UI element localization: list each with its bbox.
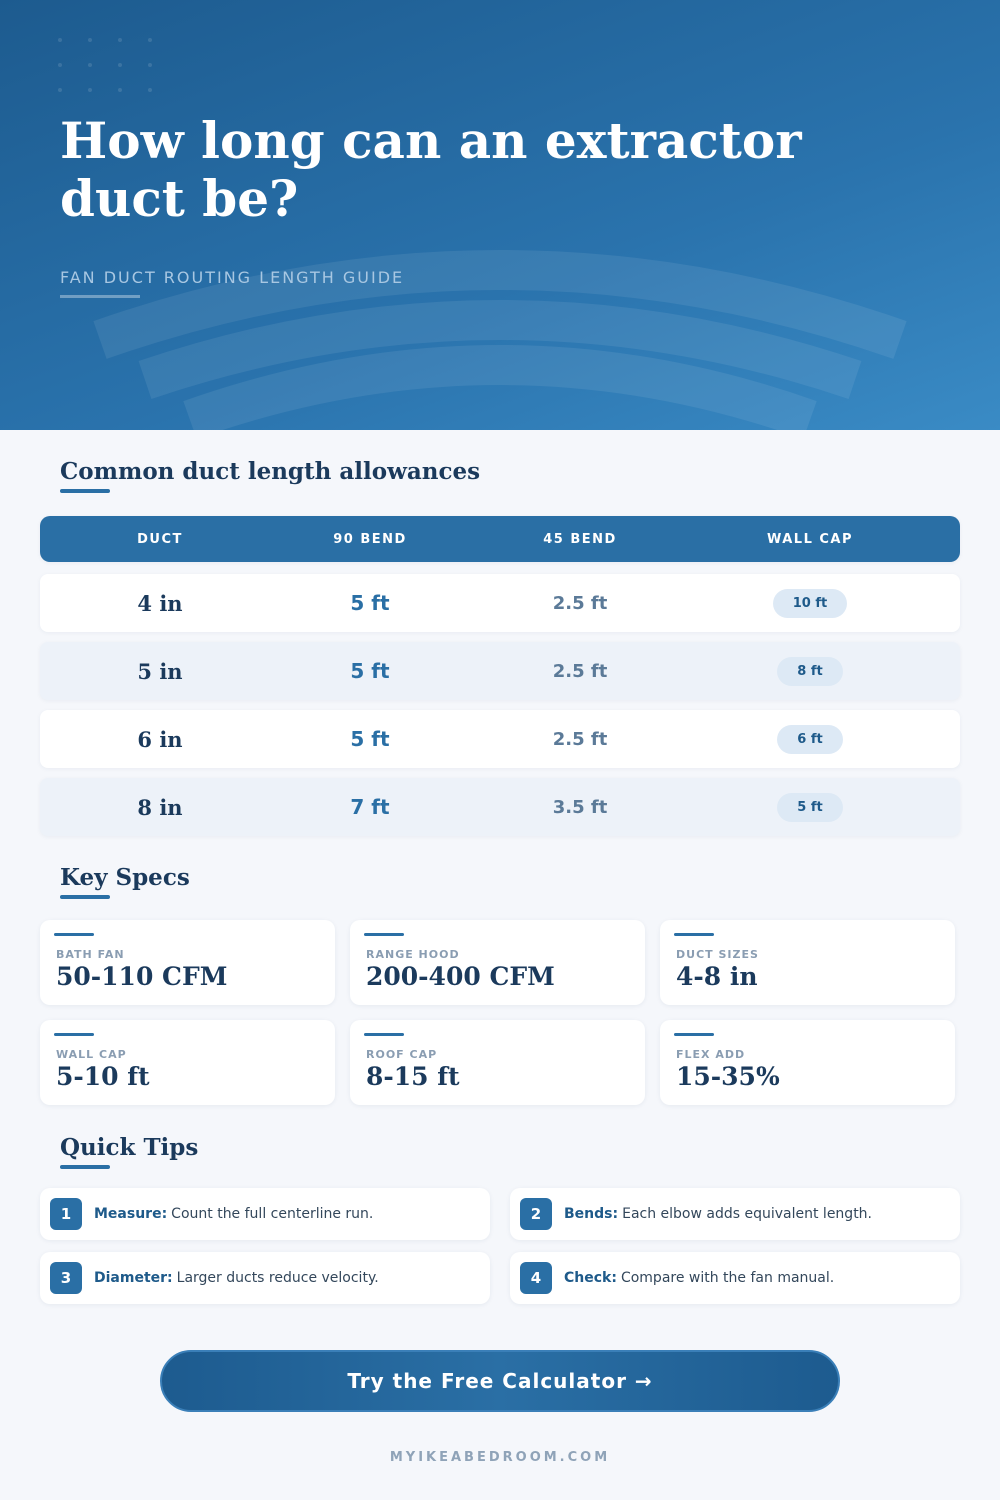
table-cell: 5 in (137, 658, 183, 684)
accent-bar (364, 933, 404, 936)
section-title: Key Specs (60, 864, 190, 891)
cta-button[interactable]: Try the Free Calculator → (160, 1350, 840, 1412)
subtitle: FAN DUCT ROUTING LENGTH GUIDE (60, 268, 405, 287)
table-cell: 5 ft (700, 792, 920, 822)
underline (60, 489, 110, 493)
spec-label: WALL CAP (56, 1048, 127, 1061)
spec-card: WALL CAP 5-10 ft (40, 1020, 335, 1105)
column-header: DUCT (137, 531, 183, 547)
spec-card: DUCT SIZES 4-8 in (660, 920, 955, 1005)
table-cell: 7 ft (350, 795, 390, 819)
tip-card: 3 Diameter: Larger ducts reduce velocity. (40, 1252, 490, 1304)
table-row: 4 in 5 ft 2.5 ft 10 ft (40, 574, 960, 632)
accent-bar (674, 1033, 714, 1036)
spec-value: 50-110 CFM (56, 962, 228, 991)
spec-label: RANGE HOOD (366, 948, 460, 961)
table-cell: 3.5 ft (552, 796, 608, 818)
spec-value: 15-35% (676, 1062, 780, 1091)
table-cell: 6 ft (700, 724, 920, 754)
table-cell: 2.5 ft (552, 728, 608, 750)
tip-number: 4 (520, 1262, 552, 1294)
spec-value: 4-8 in (676, 962, 758, 991)
column-header: 90 BEND (333, 531, 407, 547)
spec-value: 8-15 ft (366, 1062, 460, 1091)
column-header: WALL CAP (766, 531, 854, 547)
accent-bar (54, 933, 94, 936)
table-cell: 6 in (137, 726, 183, 752)
table-cell: 8 in (137, 794, 183, 820)
spec-label: FLEX ADD (676, 1048, 746, 1061)
tip-label: Diameter: (94, 1270, 173, 1286)
spec-card: BATH FAN 50-110 CFM (40, 920, 335, 1005)
tip-label: Bends: (564, 1206, 619, 1222)
tip-label: Check: (564, 1270, 617, 1286)
spec-label: ROOF CAP (366, 1048, 438, 1061)
spec-label: DUCT SIZES (676, 948, 759, 961)
column-header: 45 BEND (543, 531, 617, 547)
tip-card: 2 Bends: Each elbow adds equivalent length… (510, 1188, 960, 1240)
table-cell: 10 ft (700, 588, 920, 618)
table-header: DUCT 90 BEND 45 BEND WALL CAP (40, 516, 960, 562)
tip-text: Compare with the fan manual. (620, 1270, 835, 1286)
value-pill: 6 ft (777, 724, 843, 754)
tip-text: Larger ducts reduce velocity. (176, 1270, 379, 1286)
table-cell: 5 ft (350, 591, 390, 615)
spec-card: RANGE HOOD 200-400 CFM (350, 920, 645, 1005)
hero: How long can an extractor duct be? FAN D… (0, 0, 1000, 430)
table-cell: 8 ft (700, 656, 920, 686)
table-row: 5 in 5 ft 2.5 ft 8 ft (40, 642, 960, 700)
footer: MYIKEABEDROOM.COM (389, 1450, 611, 1465)
spec-value: 200-400 CFM (366, 962, 555, 991)
underline (60, 295, 140, 298)
section-title: Quick Tips (60, 1134, 199, 1161)
hero-decoration (58, 38, 907, 430)
underline (60, 1165, 110, 1169)
title: How long can an extractor duct be? (60, 111, 802, 228)
table-cell: 2.5 ft (552, 592, 608, 614)
spec-label: BATH FAN (56, 948, 125, 961)
tip-label: Measure: (94, 1206, 168, 1222)
spec-card: ROOF CAP 8-15 ft (350, 1020, 645, 1105)
accent-bar (674, 933, 714, 936)
spec-value: 5-10 ft (56, 1062, 150, 1091)
tip-card: 1 Measure: Count the full centerline run. (40, 1188, 490, 1240)
accent-bar (364, 1033, 404, 1036)
table-cell: 2.5 ft (552, 660, 608, 682)
table-row: 6 in 5 ft 2.5 ft 6 ft (40, 710, 960, 768)
value-pill: 8 ft (777, 656, 843, 686)
spec-card: FLEX ADD 15-35% (660, 1020, 955, 1105)
tip-number: 3 (50, 1262, 82, 1294)
table-cell: 5 ft (350, 659, 390, 683)
tip-number: 2 (520, 1198, 552, 1230)
underline (60, 895, 110, 899)
tip-card: 4 Check: Compare with the fan manual. (510, 1252, 960, 1304)
accent-bar (54, 1033, 94, 1036)
value-pill: 5 ft (777, 792, 843, 822)
section-title: Common duct length allowances (60, 458, 481, 485)
value-pill: 10 ft (772, 588, 848, 618)
tip-text: Each elbow adds equivalent length. (622, 1206, 873, 1222)
tip-text: Count the full centerline run. (171, 1206, 374, 1222)
tip-number: 1 (50, 1198, 82, 1230)
table-row: 8 in 7 ft 3.5 ft 5 ft (40, 778, 960, 836)
table-cell: 4 in (137, 590, 183, 616)
table-cell: 5 ft (350, 727, 390, 751)
